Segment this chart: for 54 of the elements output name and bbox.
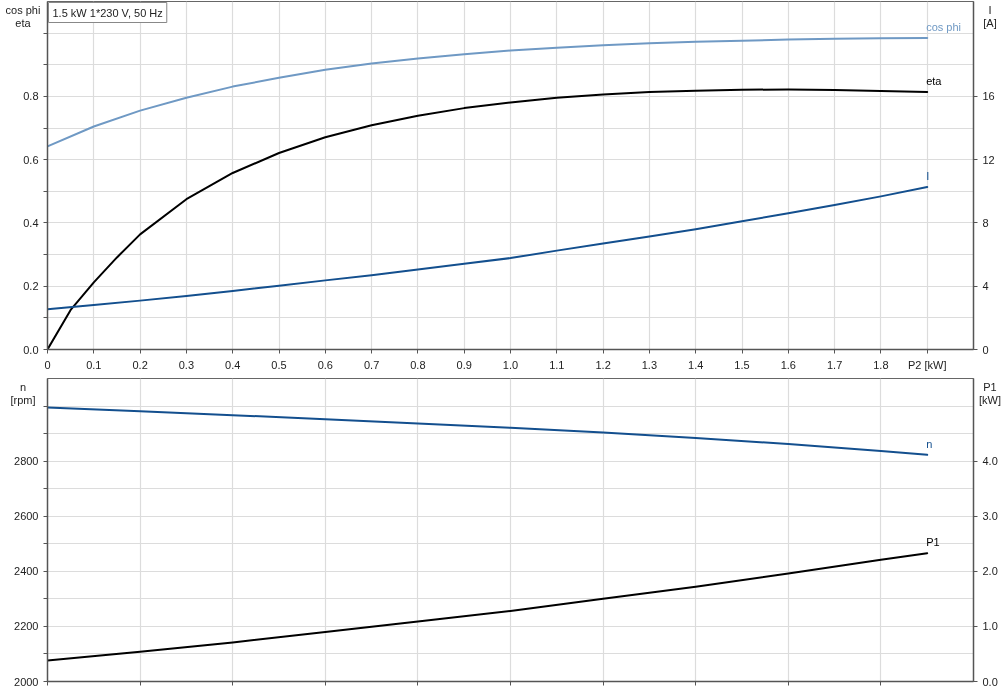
x-tick-label: 0.6	[317, 358, 333, 371]
y2-tick-label: 8	[982, 216, 989, 229]
y-tick-label: 2200	[14, 620, 39, 633]
series-label: I	[926, 170, 930, 183]
x-tick-label: 0.8	[410, 358, 426, 371]
x-tick-label: 1.4	[688, 358, 704, 371]
y2-tick-label: 4.0	[982, 455, 998, 468]
y2-tick-label: 0.0	[982, 675, 998, 688]
y-tick-label: 2600	[14, 510, 39, 523]
x-tick-label: 1.8	[873, 358, 889, 371]
y2-tick-label: 16	[982, 90, 995, 103]
y-tick-label: 0.0	[23, 343, 39, 356]
y-tick-label: 0.8	[23, 90, 39, 103]
x-tick-label: 1.1	[549, 358, 565, 371]
x-tick-label: 0.4	[225, 358, 241, 371]
y2-tick-label: 1.0	[982, 620, 998, 633]
y2-tick-label: 3.0	[982, 510, 998, 523]
x-tick-label: 1.0	[502, 358, 519, 371]
y2-tick-label: 4	[982, 280, 989, 293]
line-series	[47, 552, 929, 662]
series-label: n	[926, 437, 933, 450]
series-label: P1	[926, 536, 940, 549]
y2-tick-label: 12	[982, 153, 995, 166]
x-tick-label: 1.2	[595, 358, 611, 371]
line-series	[47, 406, 929, 456]
y-axis-title: cos phi eta	[5, 4, 41, 30]
x-tick-label: 0.7	[363, 358, 380, 371]
text: 1.5 kW 1*230 V, 50 Hz	[52, 6, 163, 19]
x-tick-label: 0.1	[86, 358, 102, 371]
y2-axis-title: P1 [kW]	[979, 381, 1001, 407]
y-axis-title: n [rpm]	[10, 381, 36, 407]
x-tick-label: 1.7	[826, 358, 843, 371]
x-tick-label: 1.6	[780, 358, 796, 371]
x-tick-label: 1.3	[641, 358, 658, 371]
x-tick-label: 1.5	[734, 358, 750, 371]
series-label: eta	[926, 74, 943, 87]
x-tick-label: 0.5	[271, 358, 287, 371]
y-tick-label: 2000	[14, 675, 39, 688]
x-tick-label: 0.9	[456, 358, 472, 371]
line-series	[47, 88, 929, 350]
x-tick-label: P2 [kW]	[907, 358, 947, 371]
y-tick-label: 0.4	[23, 216, 39, 229]
y-tick-label: 0.2	[23, 280, 39, 293]
y2-tick-label: 0	[982, 343, 989, 356]
y-tick-label: 2800	[14, 455, 39, 468]
y2-tick-label: 2.0	[982, 565, 998, 578]
x-tick-label: 0.3	[178, 358, 195, 371]
y2-axis-title: I [A]	[983, 4, 997, 30]
y-tick-label: 2400	[14, 565, 39, 578]
series-label: cos phi	[926, 20, 962, 33]
y-tick-label: 0.6	[23, 153, 39, 166]
line-series	[47, 186, 929, 311]
x-tick-label: 0	[44, 358, 51, 371]
x-tick-label: 0.2	[132, 358, 148, 371]
